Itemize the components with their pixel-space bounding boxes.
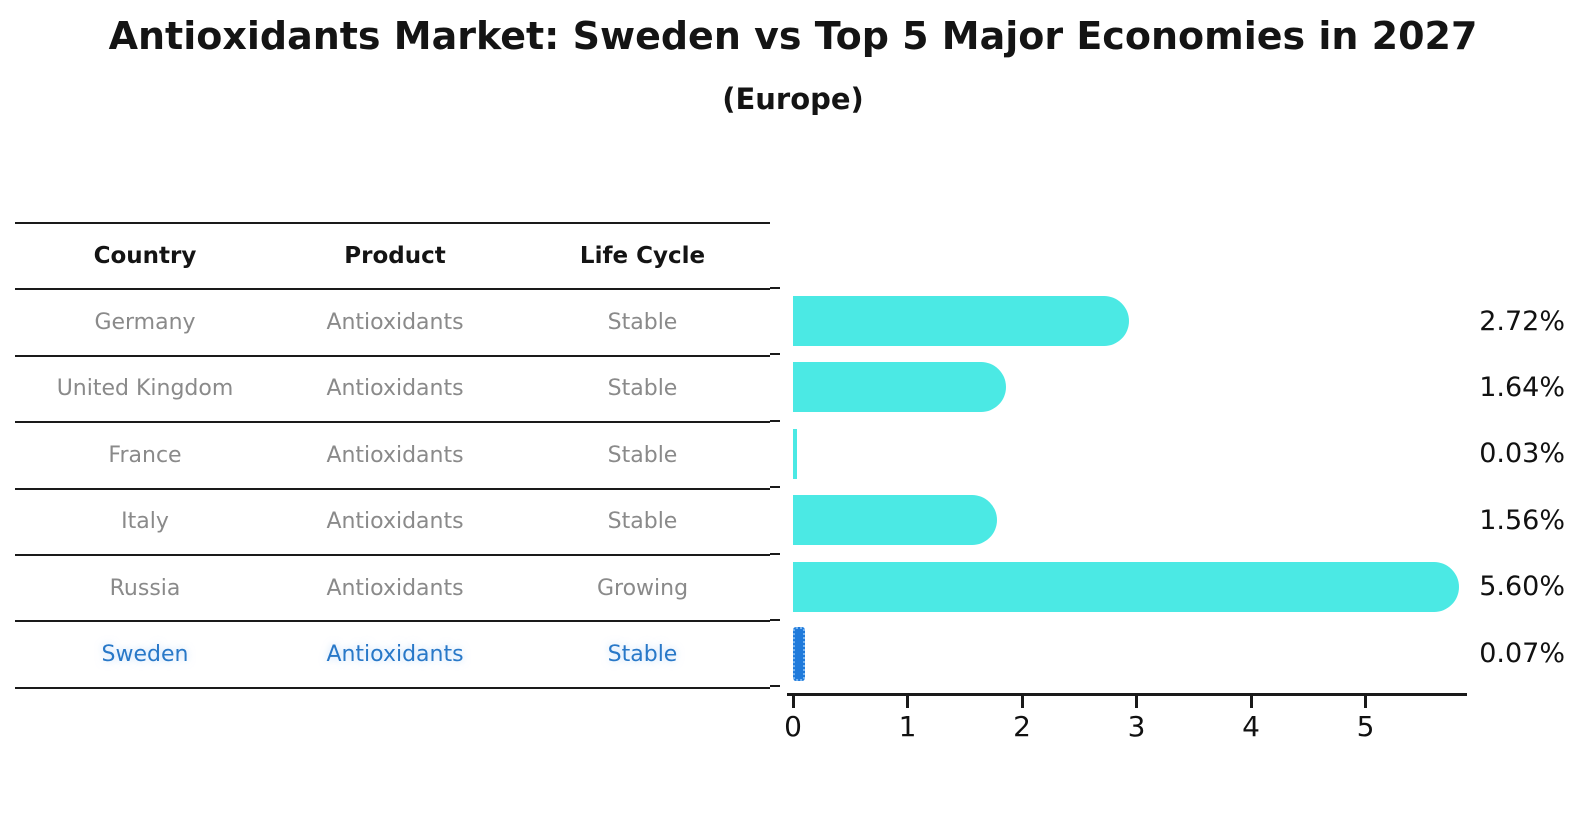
x-tick-label-0: 0	[784, 710, 802, 743]
table-row-italy: Italy Antioxidants Stable	[15, 490, 770, 556]
table-header-row: Country Product Life Cycle	[15, 224, 770, 291]
x-tick-2	[1020, 696, 1024, 708]
bar-germany	[793, 296, 1130, 346]
chart-subtitle: (Europe)	[722, 82, 864, 116]
y-tick	[770, 552, 780, 555]
value-label-germany: 2.72%	[1479, 305, 1565, 337]
cell-life-cycle: Stable	[607, 442, 678, 468]
bar-sweden	[793, 627, 805, 681]
x-tick-3	[1135, 696, 1138, 708]
bar-france	[793, 428, 797, 479]
cell-product: Antioxidants	[326, 642, 464, 668]
cell-product: Antioxidants	[326, 310, 464, 336]
value-label-france: 0.03%	[1479, 438, 1565, 470]
country-table: Country Product Life Cycle Germany Antio…	[15, 222, 770, 689]
bar-italy	[793, 495, 997, 546]
value-label-russia: 5.60%	[1479, 571, 1565, 603]
y-tick	[770, 685, 780, 688]
value-label-italy: 1.56%	[1479, 504, 1565, 536]
table-row-sweden: Sweden Antioxidants Stable	[15, 622, 770, 689]
y-tick	[770, 287, 780, 289]
cell-country: Sweden	[101, 642, 189, 668]
x-tick-label-1: 1	[898, 710, 917, 743]
x-tick-5	[1364, 696, 1367, 708]
table-row-france: France Antioxidants Stable	[15, 423, 770, 490]
value-label-sweden: 0.07%	[1479, 637, 1565, 669]
cell-country: United Kingdom	[56, 376, 234, 402]
cell-life-cycle: Stable	[607, 376, 678, 402]
chart-title: Antioxidants Market: Sweden vs Top 5 Maj…	[108, 14, 1478, 58]
y-tick	[770, 486, 780, 489]
y-tick	[770, 619, 780, 621]
cell-country: Germany	[94, 310, 196, 336]
x-tick-label-3: 3	[1127, 710, 1146, 743]
cell-life-cycle: Growing	[596, 575, 689, 601]
value-label-united-kingdom: 1.64%	[1479, 371, 1565, 403]
column-header-country: Country	[93, 243, 197, 270]
x-tick-1	[906, 696, 909, 708]
cell-life-cycle: Stable	[607, 509, 678, 535]
y-tick	[770, 353, 780, 356]
x-axis-line	[787, 693, 1467, 696]
cell-life-cycle: Stable	[607, 642, 678, 668]
x-tick-label-2: 2	[1013, 710, 1031, 743]
cell-product: Antioxidants	[326, 509, 464, 535]
x-tick-label-5: 5	[1356, 710, 1375, 743]
bar-united-kingdom	[793, 362, 1006, 413]
column-header-product: Product	[344, 243, 446, 270]
cell-country: France	[108, 442, 182, 468]
column-header-life-cycle: Life Cycle	[579, 243, 706, 270]
cell-product: Antioxidants	[326, 442, 464, 468]
table-row-russia: Russia Antioxidants Growing	[15, 556, 770, 623]
cell-life-cycle: Stable	[607, 310, 678, 336]
x-tick-0	[791, 696, 795, 708]
table-row-germany: Germany Antioxidants Stable	[15, 290, 770, 357]
bar-russia	[793, 561, 1460, 612]
cell-country: Russia	[109, 575, 181, 601]
table-row-united-kingdom: United Kingdom Antioxidants Stable	[15, 357, 770, 424]
x-tick-4	[1249, 696, 1253, 708]
cell-country: Italy	[121, 509, 169, 535]
cell-product: Antioxidants	[326, 376, 464, 402]
y-tick	[770, 419, 780, 422]
cell-product: Antioxidants	[326, 575, 464, 601]
x-tick-label-4: 4	[1242, 710, 1260, 743]
